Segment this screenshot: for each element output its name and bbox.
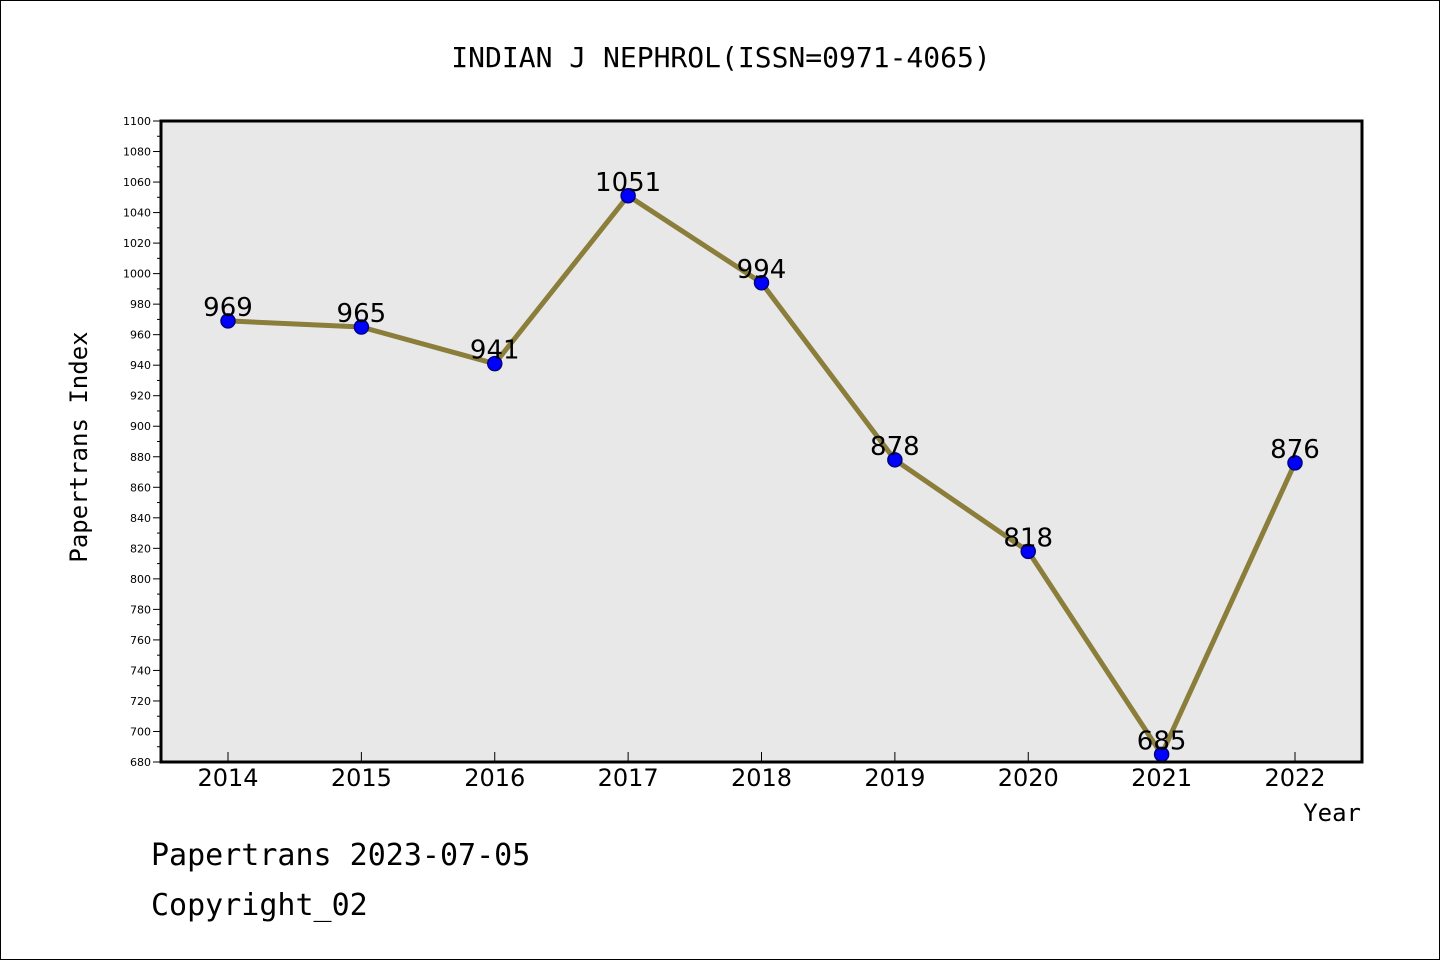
data-point-2020 [1020,543,1036,560]
y-tick-label: 900 [130,420,151,433]
x-axis: 2014 2015 2016 2017 2018 2019 2020 2021 2022 [197,752,1326,792]
data-point-2022 [1287,455,1303,471]
y-tick-label: 1000 [123,268,151,281]
y-tick-label: 840 [130,512,151,525]
data-label-2016: 941 [470,336,520,366]
data-point-2017 [620,188,636,204]
x-tick-label: 2020 [998,764,1059,792]
y-axis: 680 700 720 740 760 780 800 820 840 860 880 900 920 9… [123,115,161,769]
data-point-2019 [887,452,903,468]
y-tick-label: 740 [130,664,151,677]
data-label-2021: 685 [1137,726,1187,756]
plot-border [159,119,1364,764]
y-tick-label: 820 [130,542,151,555]
data-point-2014 [220,313,236,329]
y-tick-label: 700 [130,725,151,738]
y-tick-label: 1020 [123,237,151,250]
x-tick-label: 2021 [1131,764,1192,792]
y-tick-label: 1080 [123,146,151,159]
x-tick-label: 2015 [331,764,392,792]
data-point-2015 [353,319,370,335]
y-tick-label: 680 [130,756,151,769]
y-tick-label: 1040 [123,207,151,220]
data-point-2018 [753,275,770,291]
y-tick-label: 940 [130,359,151,372]
x-tick-label: 2019 [864,764,925,792]
chart-title: INDIAN J NEPHROL(ISSN=0971-4065) [451,41,990,74]
data-point-2016 [487,355,503,372]
y-tick-label: 980 [130,298,151,311]
data-label-2014: 969 [203,293,253,323]
data-label-2022: 876 [1270,435,1320,465]
x-tick-label: 2014 [197,764,258,792]
y-tick-label: 880 [130,451,151,464]
data-label-2017: 1051 [595,168,661,198]
x-tick-label: 2022 [1264,764,1325,792]
y-tick-label: 960 [130,329,151,342]
y-axis-label: Papertrans Index [65,331,93,562]
data-labels: 969 965 941 1051 994 878 818 685 876 [203,168,1320,757]
y-tick-label: 920 [130,390,151,403]
y-tick-label: 860 [130,481,151,494]
y-tick-label: 720 [130,695,151,708]
data-label-2015: 965 [337,299,387,329]
series-markers [220,188,1303,763]
x-tick-label: 2017 [598,764,659,792]
footer-date: Papertrans 2023-07-05 [151,838,530,873]
y-tick-label: 1100 [123,115,151,128]
data-label-2018: 994 [737,255,787,285]
x-tick-label: 2016 [464,764,525,792]
y-tick-label: 780 [130,603,151,616]
x-axis-label: Year [1303,799,1361,827]
plot-area [161,121,1362,762]
data-label-2019: 878 [870,432,920,462]
footer-copyright: Copyright_02 [151,888,368,923]
y-tick-label: 1060 [123,176,151,189]
data-label-2020: 818 [1003,523,1053,553]
y-tick-label: 800 [130,573,151,586]
x-tick-label: 2018 [731,764,792,792]
y-tick-label: 760 [130,634,151,647]
